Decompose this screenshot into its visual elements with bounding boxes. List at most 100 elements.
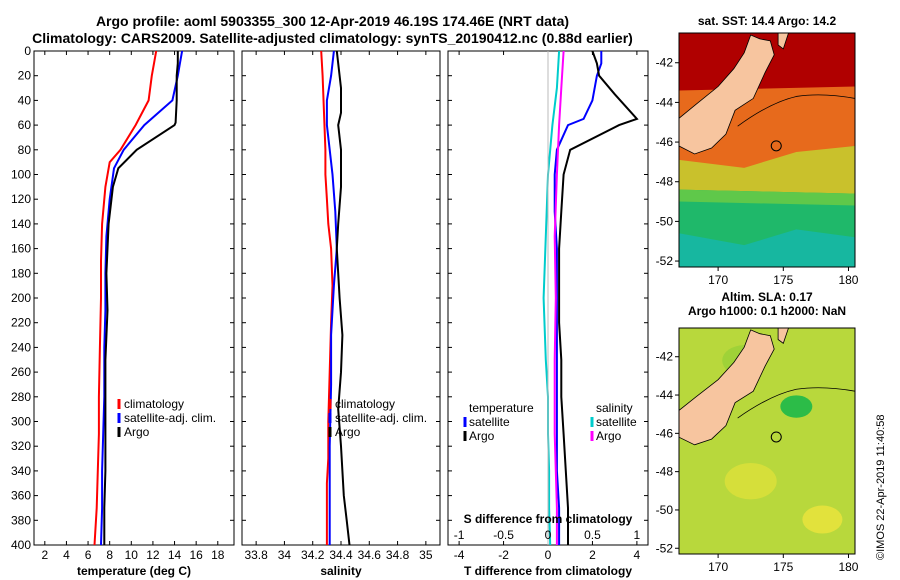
argo-position-marker: [770, 431, 782, 443]
series-line-s-argo: [553, 50, 565, 545]
sst-map-field: [679, 33, 855, 267]
map-y-tick-label: -50: [656, 214, 674, 228]
x-tick-label: 10: [125, 548, 139, 562]
x-axis-label: temperature (deg C): [77, 564, 191, 578]
y-tick-label: 340: [11, 464, 31, 478]
sst-map-frame: [678, 32, 856, 268]
y-tick-label: 200: [11, 291, 31, 305]
y-tick-label: 260: [11, 365, 31, 379]
x-tick-label: -2: [498, 548, 509, 562]
y-tick-label: 180: [11, 266, 31, 280]
series-line-climatology: [93, 50, 158, 546]
y-tick-label: 240: [11, 340, 31, 354]
map-y-tick-label: -44: [656, 95, 674, 109]
land-north-island: [777, 33, 789, 50]
map-y-tick-label: -48: [656, 465, 674, 479]
legend-label: climatology: [335, 397, 395, 411]
x-tick-label: 34.4: [329, 548, 353, 562]
x-axis-label: salinity: [320, 564, 362, 578]
x-tick-label: 0: [545, 548, 552, 562]
x-tick-label: -4: [454, 548, 465, 562]
land-south-island: [679, 34, 775, 155]
map-y-tick-label: -50: [656, 503, 674, 517]
y-tick-label: 300: [11, 415, 31, 429]
legend-label: satellite-adj. clim.: [335, 411, 427, 425]
sst-cool-band: [679, 229, 855, 267]
y-tick-label: 60: [18, 118, 32, 132]
figure-title-line2: Climatology: CARS2009. Satellite-adjuste…: [32, 30, 633, 46]
series-line-satellite-adj--clim-: [100, 50, 184, 546]
y-tick-label: 320: [11, 439, 31, 453]
y-tick-label: 80: [18, 143, 32, 157]
legend-label: Argo: [124, 425, 150, 439]
panel-salinity: 33.8 34 34.2 34.4 34.6 34.8 35 salinity climatol…: [241, 50, 441, 578]
plot-frame-salinity: [241, 50, 441, 546]
legend-label: satellite: [469, 415, 510, 429]
series-line-s-satellite: [542, 50, 561, 546]
map-x-tick-label: 175: [773, 560, 793, 574]
top-tick-label: 1: [634, 528, 641, 542]
legend-label: satellite-adj. clim.: [124, 411, 216, 425]
x-tick-label: 14: [168, 548, 182, 562]
y-tick-label: 220: [11, 316, 31, 330]
y-tick-label: 140: [11, 217, 31, 231]
land-north-island: [777, 328, 789, 344]
y-tick-label: 400: [11, 538, 31, 552]
legend-label: climatology: [124, 397, 184, 411]
x-tick-label: 6: [85, 548, 92, 562]
map-x-tick-label: 180: [838, 273, 858, 287]
plot-frame-temperature: [33, 50, 235, 546]
y-tick-label: 20: [18, 69, 32, 83]
sla-anomaly-blob: [724, 463, 777, 500]
sla-map: -42 -44 -46 -48 -50 -52 170 175 180: [656, 327, 859, 574]
x-tick-label: 35: [419, 548, 433, 562]
y-tick-label: 120: [11, 192, 31, 206]
x-tick-label: 34.6: [358, 548, 382, 562]
map-x-tick-label: 170: [708, 273, 728, 287]
legend-label: salinity: [596, 401, 633, 415]
y-tick-label: 280: [11, 390, 31, 404]
top-tick-label: -1: [454, 528, 465, 542]
x-tick-label: 33.8: [244, 548, 268, 562]
map-y-tick-label: -52: [656, 254, 674, 268]
sst-map: -42 -44 -46 -48 -50 -52 170 175 180: [656, 32, 859, 287]
series-line-climatology: [320, 50, 334, 545]
sst-yellow-band: [679, 146, 855, 194]
x-tick-label: 2: [589, 548, 596, 562]
x-tick-label: 18: [211, 548, 225, 562]
x-tick-label: 34: [278, 548, 292, 562]
series-line-argo: [335, 50, 351, 546]
top-tick-label: -0.5: [493, 528, 514, 542]
y-tick-label: 0: [24, 44, 31, 58]
x-tick-label: 4: [63, 548, 70, 562]
legend-label: satellite: [596, 415, 637, 429]
legend-label: Argo: [335, 425, 361, 439]
sla-map-frame: [678, 327, 856, 555]
sla-anomaly-blob: [780, 395, 813, 418]
y-tick-label: 360: [11, 489, 31, 503]
x-tick-label: 4: [634, 548, 641, 562]
y-tick-label: 160: [11, 242, 31, 256]
top-axis-label: S difference from climatology: [464, 512, 633, 526]
x-tick-label: 34.8: [386, 548, 410, 562]
top-tick-label: 0: [545, 528, 552, 542]
bathymetry-contour: [737, 94, 855, 127]
legend-label: Argo: [596, 429, 622, 443]
y-tick-label: 380: [11, 513, 31, 527]
map-y-tick-label: -42: [656, 56, 674, 70]
map-x-tick-label: 170: [708, 560, 728, 574]
x-axis-label: T difference from climatology: [464, 564, 632, 578]
sst-map-title: sat. SST: 14.4 Argo: 14.2: [697, 14, 837, 28]
sla-map-title-line2: Argo h1000: 0.1 h2000: NaN: [687, 304, 847, 318]
panel-temperature: 0 20 40 60 80 100 120 140 160 180 200 220 240 260 280 3…: [11, 44, 235, 578]
sst-lightgreen-band: [679, 189, 855, 206]
land-south-island: [679, 329, 775, 446]
series-line-t-argo: [558, 50, 639, 545]
sla-anomaly-blob: [802, 505, 843, 534]
y-tick-label: 40: [18, 93, 32, 107]
map-y-tick-label: -42: [656, 350, 674, 364]
x-tick-label: 2: [41, 548, 48, 562]
x-tick-label: 16: [189, 548, 203, 562]
map-y-tick-label: -48: [656, 175, 674, 189]
x-tick-label: 34.2: [301, 548, 325, 562]
